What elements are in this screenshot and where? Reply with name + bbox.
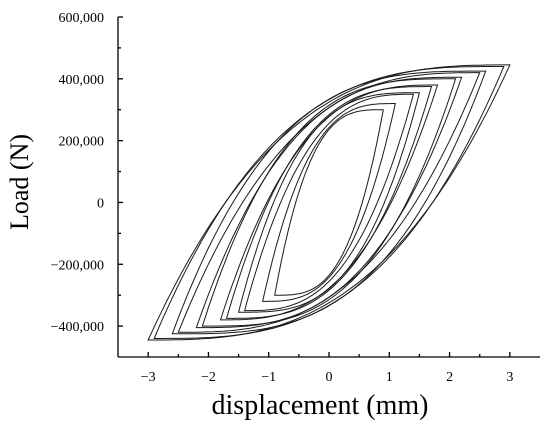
tick-labels: −400,000 −200,000 0 200,000 400,000 600,000 −3… bbox=[51, 11, 514, 385]
hysteresis-loop bbox=[243, 93, 415, 312]
y-tick-label: −400,000 bbox=[51, 320, 104, 335]
hysteresis-loop bbox=[225, 86, 433, 319]
x-axis-title: displacement (mm) bbox=[212, 390, 429, 421]
axes bbox=[117, 16, 540, 358]
y-tick-label: 400,000 bbox=[59, 73, 105, 88]
hysteresis-loop bbox=[274, 109, 384, 296]
y-tick-label: 200,000 bbox=[59, 135, 105, 150]
y-tick-label: 0 bbox=[97, 196, 104, 211]
hysteresis-loops bbox=[147, 64, 511, 341]
hysteresis-loop bbox=[177, 72, 481, 333]
hysteresis-loop bbox=[195, 76, 463, 329]
hysteresis-loop bbox=[153, 66, 505, 339]
x-tick-label: 0 bbox=[326, 370, 333, 385]
hysteresis-loop bbox=[262, 103, 396, 302]
x-tick-label: 2 bbox=[446, 370, 453, 385]
y-tick-label: 600,000 bbox=[59, 11, 105, 26]
y-tick-label: −200,000 bbox=[51, 258, 104, 273]
x-tick-label: 1 bbox=[386, 370, 393, 385]
hysteresis-loop bbox=[219, 84, 439, 321]
x-tick-label: −3 bbox=[141, 370, 156, 385]
x-tick-label: −1 bbox=[261, 370, 276, 385]
hysteresis-loop bbox=[237, 92, 421, 313]
hysteresis-loop bbox=[147, 64, 511, 341]
y-axis-title: Load (N) bbox=[5, 134, 34, 230]
hysteresis-loop bbox=[171, 70, 487, 335]
x-tick-label: 3 bbox=[506, 370, 513, 385]
x-tick-label: −2 bbox=[201, 370, 216, 385]
